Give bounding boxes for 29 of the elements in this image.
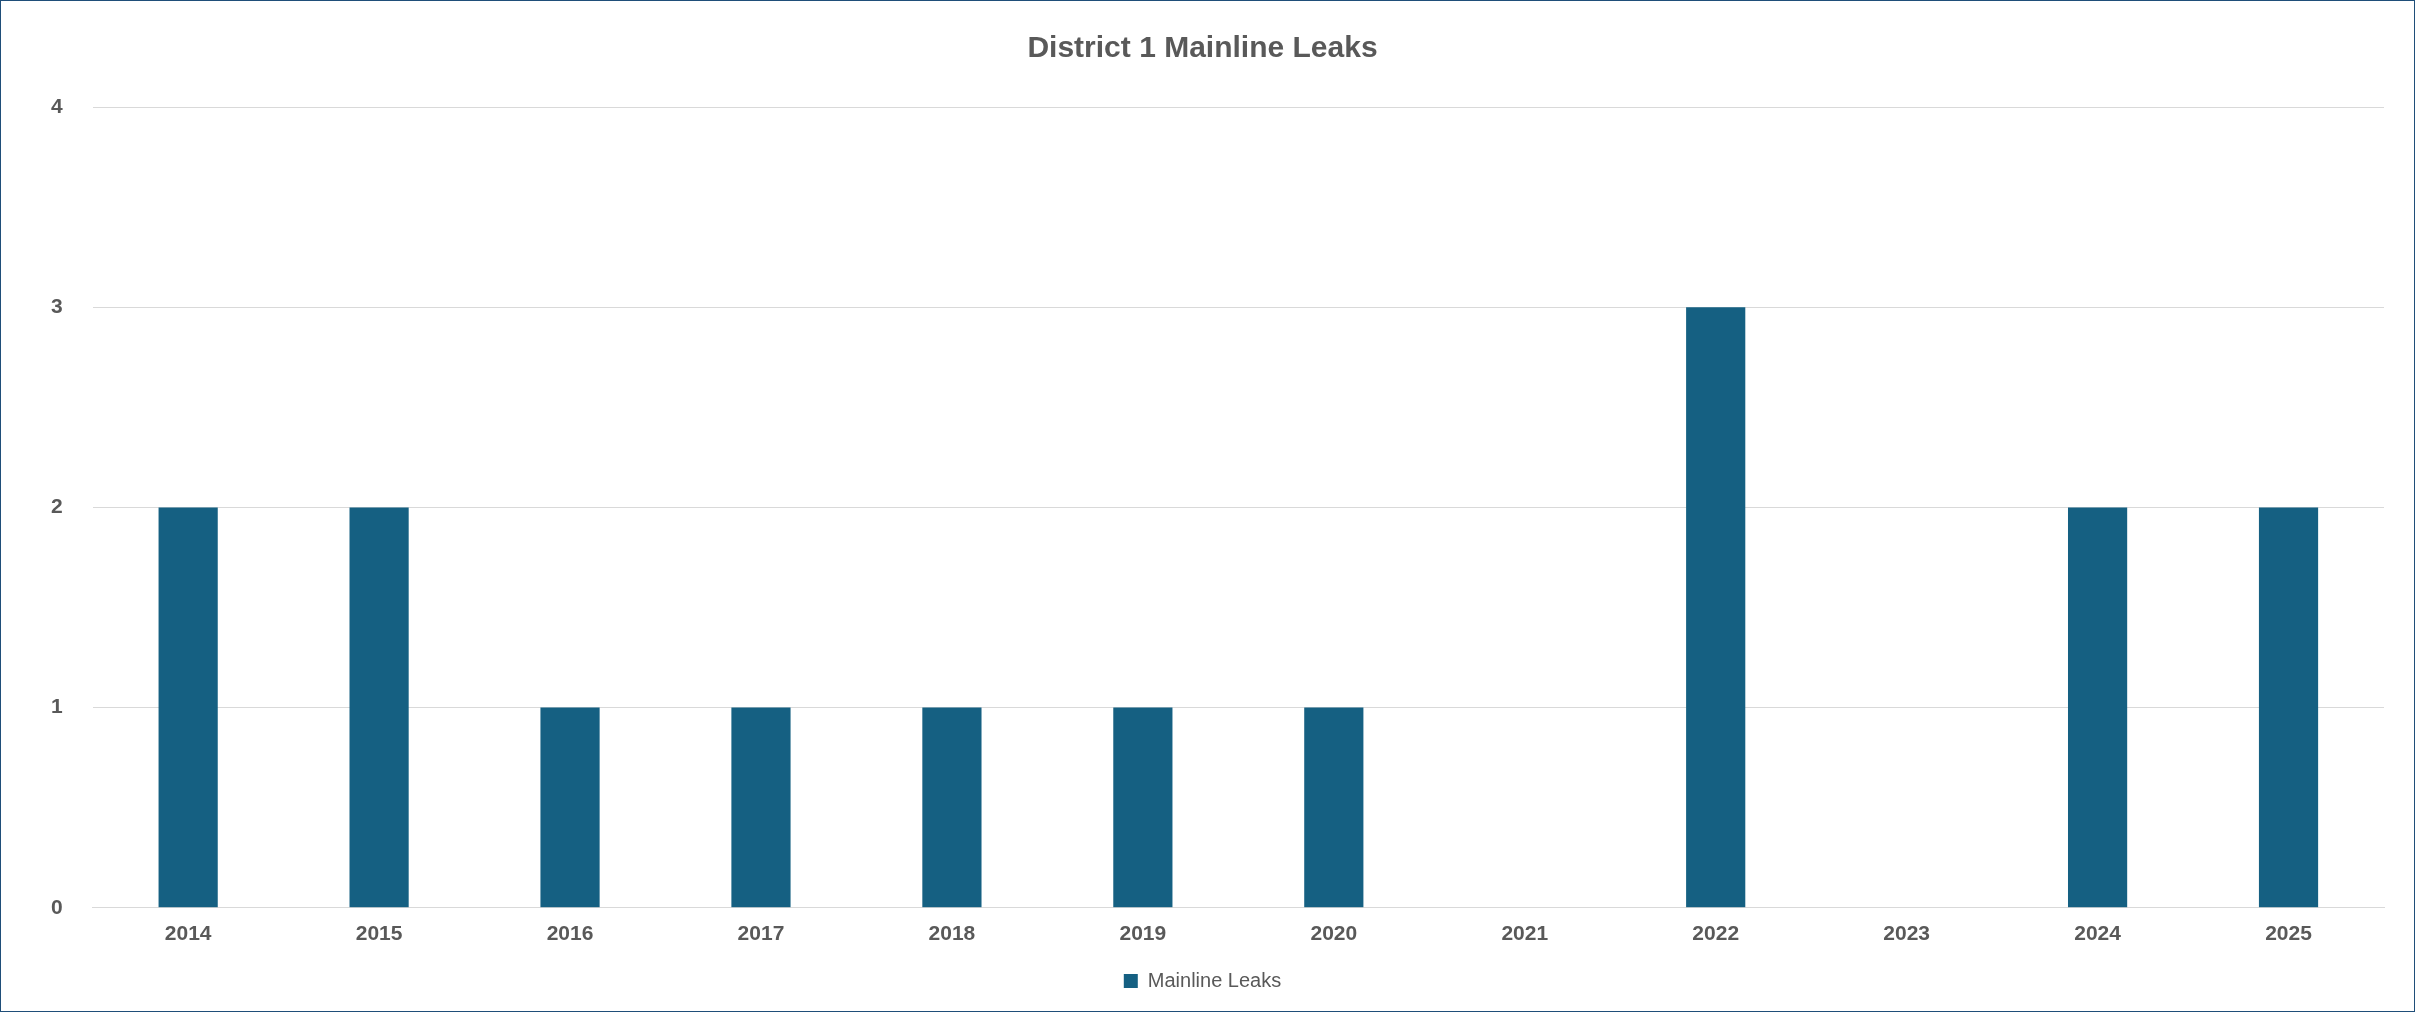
x-tick-label: 2015 <box>355 921 403 945</box>
bar <box>2067 507 2128 908</box>
chart-title: District 1 Mainline Leaks <box>1027 30 1378 64</box>
bar <box>540 707 600 908</box>
legend-label: Mainline Leaks <box>1147 968 1282 991</box>
x-tick-label: 2020 <box>1310 921 1358 945</box>
bar <box>158 507 218 908</box>
bar <box>731 707 791 908</box>
x-tick-label: 2023 <box>1883 921 1930 945</box>
y-tick-label: 3 <box>50 294 63 317</box>
bar <box>2258 507 2319 908</box>
x-tick-label: 2018 <box>928 921 976 945</box>
bar <box>1304 707 1364 908</box>
y-tick-label: 4 <box>50 93 63 117</box>
x-tick-label: 2014 <box>164 921 212 945</box>
bar <box>1113 707 1173 908</box>
y-tick-label: 0 <box>50 894 63 918</box>
y-tick-label: 2 <box>50 494 63 518</box>
x-tick-label: 2025 <box>2265 921 2313 945</box>
x-tick-label: 2016 <box>546 921 594 945</box>
bar <box>1686 307 1746 908</box>
bar <box>349 507 409 908</box>
x-tick-label: 2017 <box>737 921 785 945</box>
y-tick-label: 1 <box>50 694 63 718</box>
x-tick-label: 2021 <box>1501 921 1549 945</box>
x-tick-label: 2019 <box>1119 921 1167 945</box>
x-tick-label: 2022 <box>1692 921 1740 945</box>
bar <box>922 707 982 908</box>
x-tick-label: 2024 <box>2074 921 2122 945</box>
